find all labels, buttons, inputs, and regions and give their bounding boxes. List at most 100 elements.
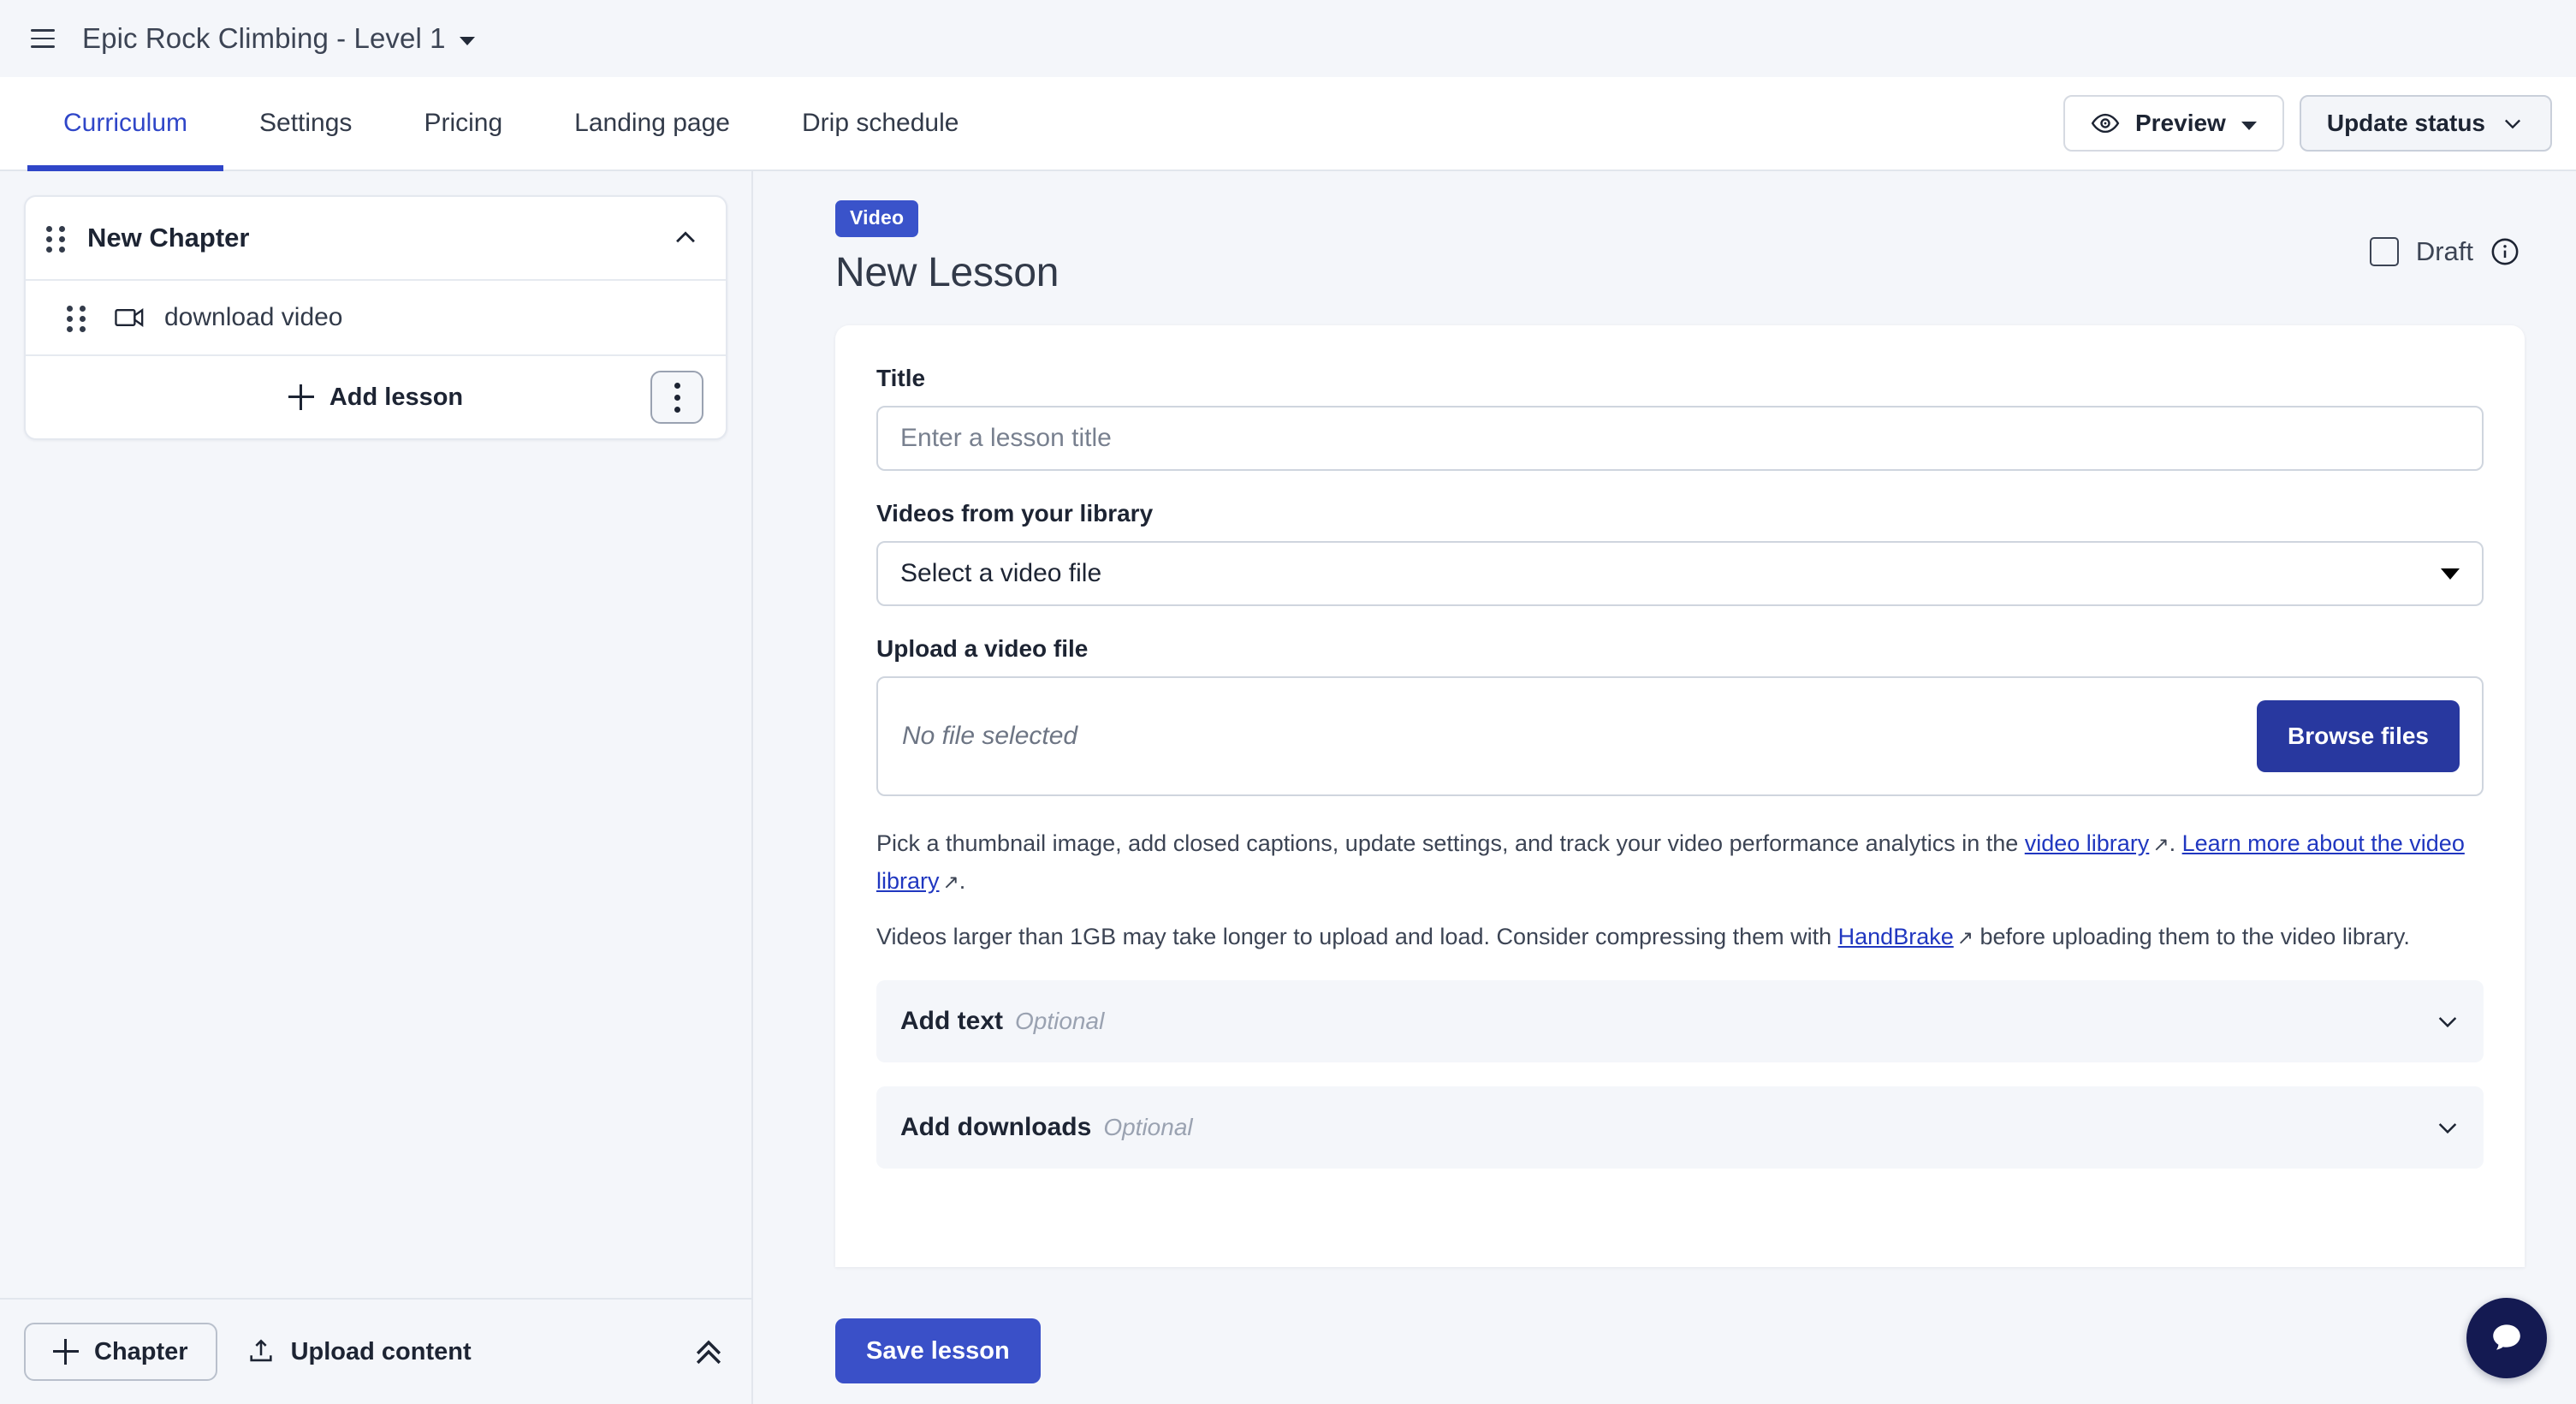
preview-label: Preview — [2134, 110, 2226, 136]
chevron-up-icon[interactable] — [671, 223, 700, 253]
add-text-accordion[interactable]: Add text Optional — [876, 980, 2484, 1063]
tab-label: Curriculum — [63, 109, 188, 137]
learn-more-video-library-link[interactable]: Learn more about the video library — [876, 830, 2465, 894]
add-downloads-optional: Optional — [1103, 1114, 1193, 1141]
lesson-editor: Video New Lesson Draft Title — [753, 171, 2576, 1404]
caret-down-icon — [459, 36, 475, 45]
add-lesson-label: Add lesson — [329, 383, 464, 411]
top-actions: Preview Update status — [2063, 77, 2576, 170]
more-vertical-icon[interactable] — [650, 371, 703, 424]
tab-label: Settings — [259, 109, 353, 137]
draft-checkbox[interactable] — [2369, 237, 2399, 266]
video-library-help-text: Pick a thumbnail image, add closed capti… — [876, 825, 2484, 900]
drag-handle-icon[interactable] — [67, 303, 89, 332]
update-status-button[interactable]: Update status — [2299, 95, 2552, 152]
tab-pricing[interactable]: Pricing — [388, 77, 538, 170]
add-text-title: Add text — [900, 1007, 1003, 1036]
add-text-optional: Optional — [1015, 1008, 1105, 1035]
chapter-header[interactable]: New Chapter — [26, 197, 726, 281]
tab-landing-page[interactable]: Landing page — [538, 77, 766, 170]
tab-settings[interactable]: Settings — [223, 77, 388, 170]
chat-bubble-icon[interactable] — [2466, 1298, 2547, 1378]
plus-icon — [53, 1339, 79, 1365]
help-p1-mid: . — [2169, 830, 2182, 856]
chat-bubble-glyph — [2493, 1324, 2520, 1350]
top-bar: Epic Rock Climbing - Level 1 — [0, 0, 2576, 77]
tab-drip-schedule[interactable]: Drip schedule — [766, 77, 994, 170]
file-upload-box: No file selected Browse files — [876, 676, 2484, 796]
lesson-form-card: Title Videos from your library Select a … — [835, 325, 2525, 1267]
lesson-title-input[interactable] — [876, 406, 2484, 471]
course-title-dropdown[interactable]: Epic Rock Climbing - Level 1 — [82, 22, 475, 55]
upload-icon — [249, 1339, 272, 1362]
library-field-group: Videos from your library Select a video … — [876, 500, 2484, 606]
chevron-down-icon — [2505, 119, 2520, 129]
chevron-down-icon — [2438, 1017, 2457, 1028]
add-downloads-title: Add downloads — [900, 1113, 1092, 1142]
eye-icon — [2091, 113, 2120, 134]
help-p2-part1: Videos larger than 1GB may take longer t… — [876, 924, 1838, 950]
page-title: New Lesson — [835, 250, 1059, 295]
curriculum-sidebar: New Chapter download video — [0, 171, 753, 1404]
lesson-header: Video New Lesson Draft — [835, 200, 2525, 296]
course-title-text: Epic Rock Climbing - Level 1 — [82, 22, 446, 54]
video-camera-icon — [115, 307, 144, 328]
add-chapter-label: Chapter — [94, 1337, 188, 1365]
double-chevron-up-icon[interactable] — [690, 1333, 727, 1371]
preview-button[interactable]: Preview — [2063, 95, 2284, 152]
body-split: New Chapter download video — [0, 171, 2576, 1404]
tab-curriculum[interactable]: Curriculum — [27, 77, 224, 171]
add-lesson-row: Add lesson — [26, 356, 726, 438]
lesson-name: download video — [164, 303, 343, 331]
lesson-editor-content: Video New Lesson Draft Title — [753, 171, 2576, 1404]
upload-content-button[interactable]: Upload content — [246, 1336, 472, 1367]
chapter-card: New Chapter download video — [24, 195, 727, 440]
tab-list: Curriculum Settings Pricing Landing page… — [0, 77, 994, 171]
hamburger-icon[interactable] — [24, 20, 62, 57]
help-p1-part1: Pick a thumbnail image, add closed capti… — [876, 830, 2025, 856]
external-link-icon: ↗ — [942, 870, 959, 893]
save-lesson-button[interactable]: Save lesson — [835, 1318, 1041, 1383]
title-label: Title — [876, 365, 926, 391]
lesson-row[interactable]: download video — [26, 281, 726, 356]
lesson-header-left: Video New Lesson — [835, 200, 2370, 296]
upload-content-label: Upload content — [290, 1337, 472, 1365]
add-lesson-button[interactable]: Add lesson — [288, 384, 463, 412]
video-library-link[interactable]: video library — [2024, 830, 2150, 856]
caret-down-icon — [2441, 568, 2460, 580]
help-p1-end: . — [959, 867, 966, 894]
lesson-type-badge: Video — [835, 200, 919, 237]
video-library-selected-value: Select a video file — [900, 559, 1102, 587]
video-library-select[interactable]: Select a video file — [876, 541, 2484, 606]
sidebar-footer: Chapter Upload content — [0, 1298, 751, 1404]
info-circle-icon[interactable] — [2490, 237, 2520, 266]
add-downloads-accordion[interactable]: Add downloads Optional — [876, 1086, 2484, 1169]
upload-field-group: Upload a video file No file selected Bro… — [876, 635, 2484, 796]
library-label: Videos from your library — [876, 500, 1154, 526]
chapter-name: New Chapter — [87, 223, 250, 253]
browse-files-button[interactable]: Browse files — [2257, 700, 2460, 772]
external-link-icon: ↗ — [1956, 926, 1974, 949]
help-p2-end: before uploading them to the video libra… — [1974, 924, 2410, 950]
add-chapter-button[interactable]: Chapter — [24, 1323, 217, 1381]
caret-down-icon — [2241, 121, 2257, 130]
sidebar-scroll-area: New Chapter download video — [0, 171, 751, 1298]
plus-icon — [288, 384, 314, 410]
tab-label: Drip schedule — [802, 109, 959, 137]
draft-toggle[interactable]: Draft — [2369, 200, 2525, 267]
update-status-label: Update status — [2326, 110, 2485, 136]
video-size-help-text: Videos larger than 1GB may take longer t… — [876, 919, 2484, 956]
tab-label: Pricing — [424, 109, 503, 137]
tab-bar: Curriculum Settings Pricing Landing page… — [0, 77, 2576, 171]
external-link-icon: ↗ — [2152, 833, 2169, 855]
title-field-group: Title — [876, 365, 2484, 471]
drag-handle-icon[interactable] — [46, 223, 68, 253]
upload-label: Upload a video file — [876, 635, 1089, 662]
chevron-down-icon — [2438, 1123, 2457, 1134]
handbrake-link[interactable]: HandBrake — [1837, 924, 1954, 950]
no-file-selected-text: No file selected — [902, 722, 1078, 750]
tab-label: Landing page — [574, 109, 730, 137]
lesson-editor-footer: Save lesson — [753, 1298, 2576, 1404]
draft-label: Draft — [2415, 236, 2473, 266]
